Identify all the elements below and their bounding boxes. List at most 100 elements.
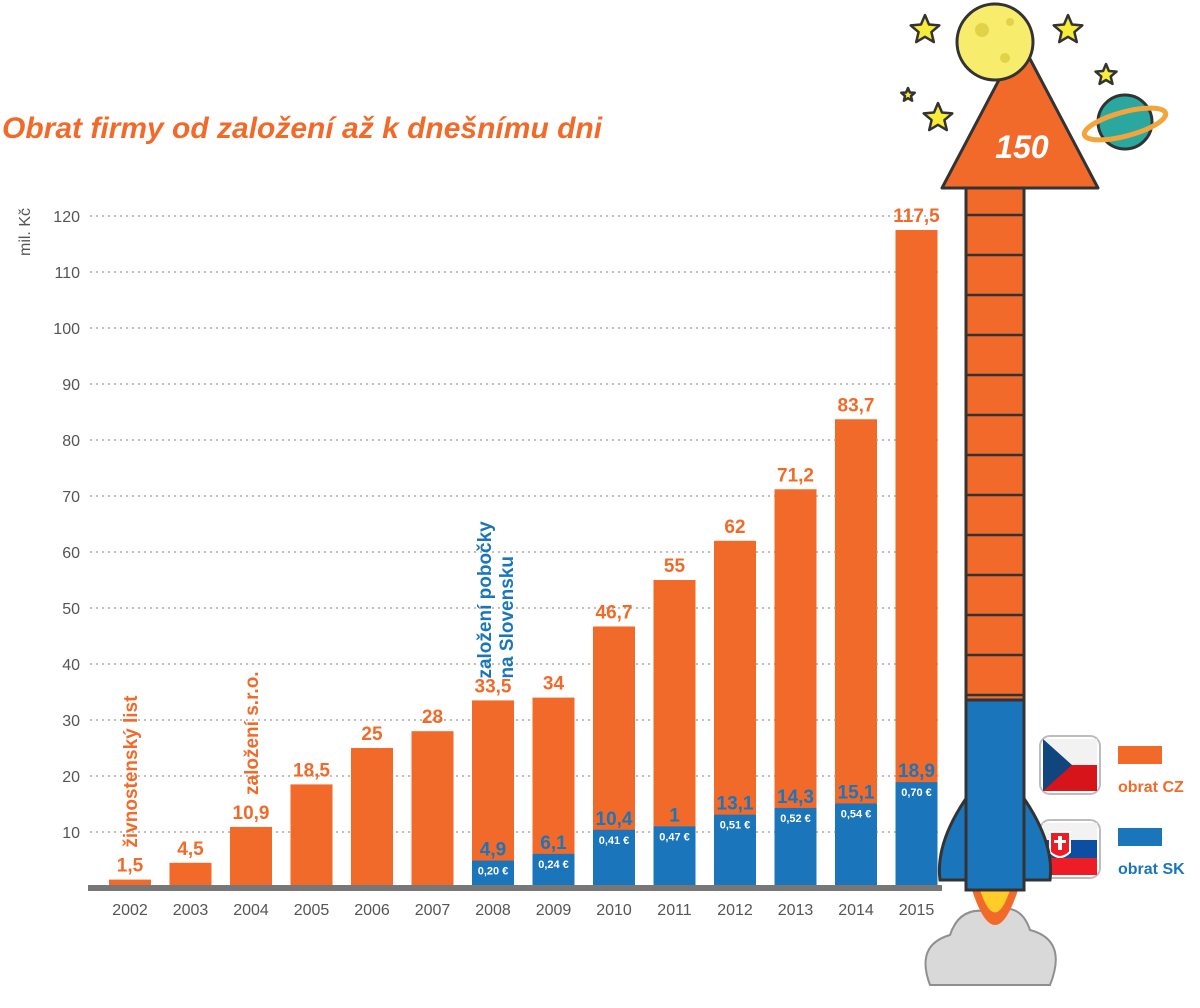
bar-sk (835, 803, 877, 888)
y-tick-label: 120 (53, 209, 80, 226)
x-tick-label: 2015 (899, 902, 935, 919)
annotation: založení s.r.o. (242, 671, 263, 795)
y-tick-label: 40 (62, 657, 80, 674)
y-tick-label: 30 (62, 713, 80, 730)
x-tick-label: 2006 (354, 902, 390, 919)
bar-cz (472, 700, 514, 888)
value-label-sk: 13,1 (717, 794, 754, 815)
value-label-cz: 34 (543, 674, 565, 695)
value-label-cz: 1,5 (117, 856, 144, 877)
bar-sk (774, 807, 817, 888)
star-icon (922, 101, 954, 132)
legend-swatch-cz (1118, 746, 1162, 764)
x-tick-label: 2007 (415, 902, 451, 919)
x-tick-label: 2002 (112, 902, 148, 919)
y-axis-label: mil. Kč (17, 208, 34, 256)
bar-sk (653, 826, 696, 888)
eur-label: 0,54 € (841, 808, 872, 820)
y-tick-label: 80 (62, 433, 80, 450)
x-tick-label: 2012 (717, 902, 753, 919)
slovak-flag-icon (1039, 819, 1101, 879)
legend-label-cz: obrat CZ (1118, 779, 1184, 796)
x-tick-label: 2014 (838, 902, 874, 919)
bar-sk (472, 860, 514, 888)
value-label-sk: 1 (669, 805, 680, 826)
flag-triangle (1043, 739, 1072, 791)
value-label-cz: 55 (664, 556, 686, 577)
rocket-body-sk (964, 698, 1026, 892)
star-icon (900, 86, 916, 102)
value-label-cz: 4,5 (177, 839, 204, 860)
rocket-arrowhead (940, 38, 1100, 190)
value-label-cz: 71,2 (777, 465, 814, 486)
rocket-fin-right (1016, 785, 1053, 882)
x-tick-label: 2005 (294, 902, 330, 919)
value-label-cz: 117,5 (893, 206, 940, 227)
bar-cz (169, 862, 212, 888)
rocket-illustration: 150 (924, 38, 1100, 986)
rocket-body-cz (964, 183, 1026, 702)
planet-ring (1081, 105, 1169, 143)
y-tick-label: 110 (54, 265, 80, 282)
y-axis-ticks: 10 20 30 40 50 60 70 80 90 100 110 120 (53, 209, 80, 842)
star-icon (1052, 13, 1084, 44)
chart-title: Obrat firmy od založení až k dnešnímu dn… (2, 112, 603, 145)
eur-label: 0,70 € (901, 787, 932, 799)
value-label-cz: 33,5 (475, 676, 512, 697)
value-label-sk: 4,9 (480, 840, 506, 861)
value-label-cz: 46,7 (596, 602, 633, 623)
x-tick-label: 2004 (233, 902, 269, 919)
moon-crater (975, 23, 989, 37)
exhaust-flame-core (980, 890, 1010, 913)
value-label-cz: 83,7 (838, 395, 875, 416)
bar-sk (714, 814, 756, 888)
rocket-fin-left (937, 785, 974, 882)
legend-swatch-sk (1118, 828, 1162, 846)
moon-crater (1000, 53, 1010, 63)
y-tick-label: 70 (62, 489, 80, 506)
y-tick-label: 100 (53, 321, 80, 338)
annotations: živnostenský list založení s.r.o. založení… (121, 521, 518, 848)
y-tick-label: 20 (62, 769, 80, 786)
x-tick-label: 2011 (657, 902, 692, 919)
value-label-cz: 62 (724, 517, 745, 538)
bar-sk (895, 782, 938, 888)
legend: obrat CZ obrat SK (1039, 735, 1185, 879)
value-label-sk: 14,3 (777, 787, 814, 808)
value-label-sk: 10,4 (596, 809, 633, 830)
bar-cz (895, 230, 938, 888)
value-label-sk: 15,1 (838, 782, 875, 803)
bar-sk (593, 829, 635, 888)
x-tick-label: 2010 (596, 902, 632, 919)
value-label-sk: 6,1 (540, 833, 567, 854)
czech-flag-icon (1039, 735, 1101, 795)
annotation-line: založení pobočky (475, 521, 496, 679)
bars: 1,5 4,5 10,9 18,5 25 28 33,5 4,9 0,20 € 34 6,1 0,24… (109, 206, 940, 888)
bar-cz (351, 748, 393, 888)
x-tick-label: 2003 (173, 902, 209, 919)
moon-crater (1006, 18, 1014, 26)
bar-cz (230, 826, 272, 888)
moon-icon (955, 2, 1035, 82)
eur-label: 0,41 € (599, 835, 630, 847)
eur-label: 0,51 € (720, 820, 751, 832)
value-label-cz: 10,9 (233, 803, 270, 824)
bar-sk (532, 853, 575, 888)
x-tick-label: 2013 (778, 902, 814, 919)
value-label-cz: 25 (361, 724, 383, 745)
eur-label: 0,24 € (538, 859, 569, 871)
x-tick-label: 2009 (536, 902, 572, 919)
star-icon (909, 13, 941, 44)
y-tick-label: 60 (62, 545, 80, 562)
bar-cz (290, 784, 333, 888)
annotation-line: na Slovensku (497, 556, 518, 679)
y-tick-label: 90 (62, 377, 80, 394)
x-axis-ticks: 2002 2003 2004 2005 2006 2007 2008 2009 2010 2011… (112, 902, 934, 919)
eur-label: 0,20 € (478, 866, 509, 878)
annotation: živnostenský list (121, 695, 142, 848)
bar-cz (411, 731, 454, 888)
y-tick-label: 50 (62, 601, 80, 618)
flag-red (1043, 858, 1097, 875)
eur-label: 0,47 € (659, 831, 690, 843)
